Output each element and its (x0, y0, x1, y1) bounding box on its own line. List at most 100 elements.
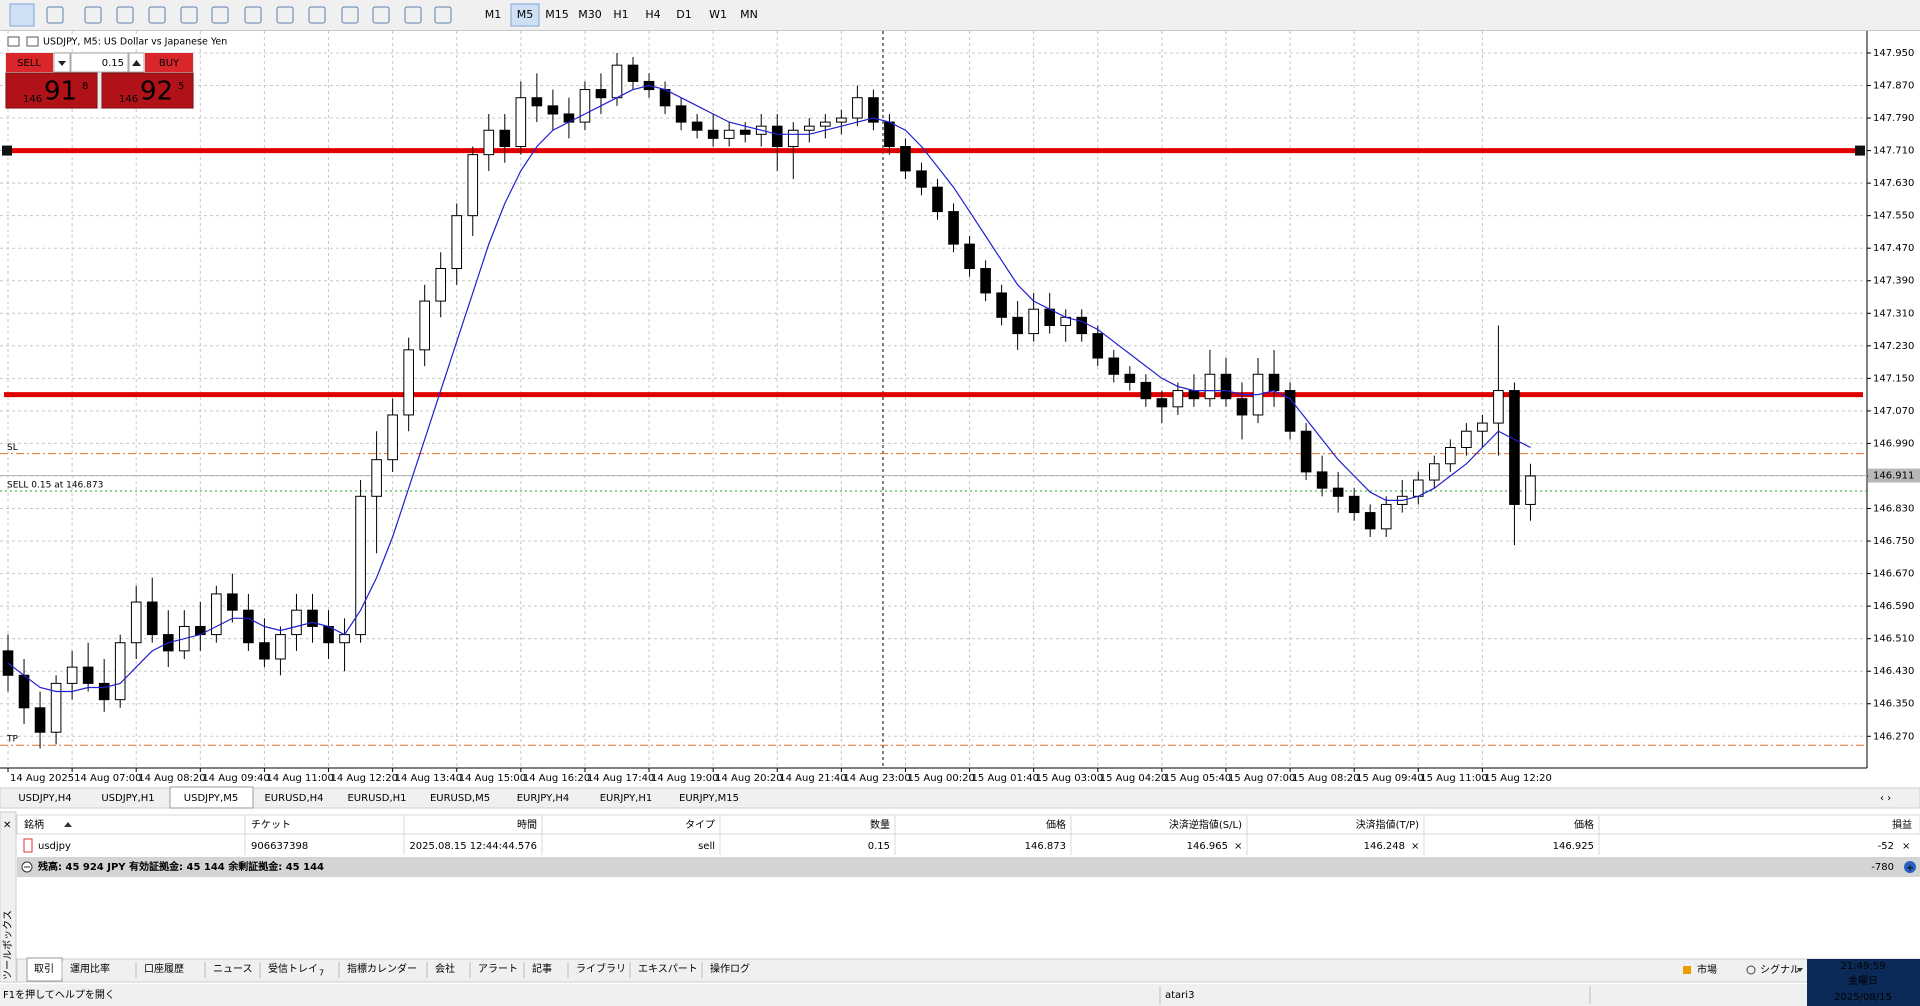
tool-active-bg (9, 3, 35, 27)
symbol-tab[interactable]: USDJPY,H1 (101, 793, 154, 804)
x-tick-label: 14 Aug 19:00 (651, 773, 718, 784)
timeframe-button[interactable]: D1 (676, 8, 691, 21)
bottom-tab[interactable]: 運用比率 (70, 962, 110, 975)
y-tick-label: 147.790 (1873, 113, 1914, 124)
tool-icon[interactable] (116, 6, 134, 24)
tool-icon[interactable] (84, 6, 102, 24)
market-button[interactable]: 市場 (1697, 963, 1717, 976)
bottom-tab[interactable]: アラート (478, 963, 518, 975)
x-tick-label: 14 Aug 2025 (10, 773, 74, 784)
timeframe-button[interactable]: M1 (485, 8, 502, 21)
column-header[interactable]: 銘柄 (24, 818, 44, 831)
timeframe-button[interactable]: H4 (645, 8, 660, 21)
candle-body (1300, 430, 1312, 473)
symbol-tab[interactable]: EURJPY,M15 (679, 793, 739, 804)
tab-scroll: ‹ › (1880, 793, 1891, 804)
bottom-tabbar (16, 958, 1920, 983)
candle-body (82, 666, 94, 684)
symbol-tab[interactable]: EURUSD,H4 (264, 793, 323, 804)
order-icon (23, 838, 33, 853)
tool-icon[interactable] (372, 6, 390, 24)
x-tick-label: 15 Aug 04:20 (1100, 773, 1167, 784)
tool-icon[interactable] (276, 6, 294, 24)
signal-button[interactable]: シグナル (1760, 963, 1800, 976)
candle-body (1445, 446, 1456, 465)
symbol-tab[interactable]: USDJPY,M5 (184, 793, 238, 804)
timeframe-button[interactable]: M5 (517, 8, 534, 21)
tool-icon[interactable] (46, 6, 64, 24)
timeframe-button[interactable]: W1 (709, 8, 727, 21)
bottom-tab[interactable]: 操作ログ (710, 962, 750, 975)
candle-body (1525, 475, 1536, 505)
column-header[interactable]: 損益 (1892, 818, 1912, 831)
candle-body (723, 129, 735, 139)
column-header[interactable]: 数量 (870, 818, 890, 831)
sell-button[interactable] (6, 53, 53, 72)
tool-icon[interactable] (404, 6, 422, 24)
candle-body (66, 666, 78, 684)
timeframe-button[interactable]: H1 (613, 8, 628, 21)
tool-icon[interactable] (148, 6, 166, 24)
cell-close-icon: × (1234, 841, 1242, 852)
order-cell: 146.248 (1364, 841, 1405, 852)
tool-icon[interactable] (211, 6, 229, 24)
buy-label[interactable]: BUY (159, 58, 180, 69)
column-header[interactable]: 時間 (517, 819, 537, 831)
clock-weekday: 金曜日 (1848, 974, 1878, 987)
bottom-tab[interactable]: エキスパート (638, 963, 698, 975)
candle-body (595, 89, 607, 99)
tool-icon[interactable] (434, 6, 452, 24)
tool-icon[interactable] (180, 6, 198, 24)
tool-icon[interactable] (244, 6, 262, 24)
bottom-tab[interactable]: 取引 (34, 963, 54, 975)
y-tick-label: 147.870 (1873, 81, 1914, 92)
x-tick-label: 15 Aug 01:40 (972, 773, 1039, 784)
timeframe-button[interactable]: M15 (545, 8, 569, 21)
price-box[interactable] (101, 72, 194, 109)
candle-body (1332, 487, 1344, 497)
tool-icon[interactable] (308, 6, 326, 24)
column-header[interactable]: 決済指値(T/P) (1356, 818, 1419, 831)
y-tick-label: 146.430 (1873, 666, 1914, 677)
sort-arrow (64, 822, 72, 827)
bottom-tab[interactable]: 指標カレンダー (347, 962, 417, 975)
symbol-tab[interactable]: USDJPY,H4 (18, 793, 71, 804)
candle-body (916, 170, 927, 188)
candle-body (2, 650, 14, 676)
bottom-tab[interactable]: 受信トレイ (268, 963, 318, 975)
column-header[interactable]: チケット (251, 819, 291, 831)
symbol-tab[interactable]: EURJPY,H4 (517, 793, 570, 804)
candle-body (980, 268, 991, 294)
column-header[interactable]: 決済逆指値(S/L) (1169, 818, 1242, 831)
add-icon[interactable] (1904, 861, 1916, 873)
market-icon (1683, 966, 1691, 974)
price-box[interactable] (5, 72, 98, 109)
sell-label[interactable]: SELL (17, 58, 41, 69)
timeframe-button[interactable]: M30 (578, 8, 602, 21)
candle-body (803, 125, 815, 131)
column-header[interactable]: 価格 (1574, 818, 1594, 831)
buy-button[interactable] (145, 53, 193, 72)
bottom-tab[interactable]: 記事 (532, 962, 552, 975)
column-header[interactable]: タイプ (685, 819, 715, 831)
bottom-tab[interactable]: 口座履歴 (144, 962, 184, 975)
column-header[interactable]: 価格 (1046, 818, 1066, 831)
x-tick-label: 14 Aug 11:00 (266, 773, 333, 784)
lot-input[interactable] (70, 52, 129, 73)
candle-body (387, 414, 398, 461)
candle-body (243, 609, 254, 644)
bottom-tab[interactable]: 会社 (435, 962, 455, 975)
candle-body (499, 129, 511, 148)
candle-body (1461, 430, 1472, 448)
spinner-arrow (132, 60, 141, 66)
x-tick-label: 15 Aug 07:00 (1228, 773, 1295, 784)
bottom-tab[interactable]: ニュース (213, 964, 253, 975)
bottom-tab[interactable]: ライブラリ (576, 962, 626, 975)
timeframe-button[interactable]: MN (740, 8, 758, 21)
y-tick-label: 147.630 (1873, 178, 1914, 189)
symbol-tab[interactable]: EURUSD,H1 (347, 793, 406, 804)
symbol-tab[interactable]: EURUSD,M5 (430, 793, 490, 804)
tool-icon[interactable] (341, 6, 359, 24)
lot-value[interactable]: 0.15 (102, 58, 124, 69)
symbol-tab[interactable]: EURJPY,H1 (600, 793, 653, 804)
